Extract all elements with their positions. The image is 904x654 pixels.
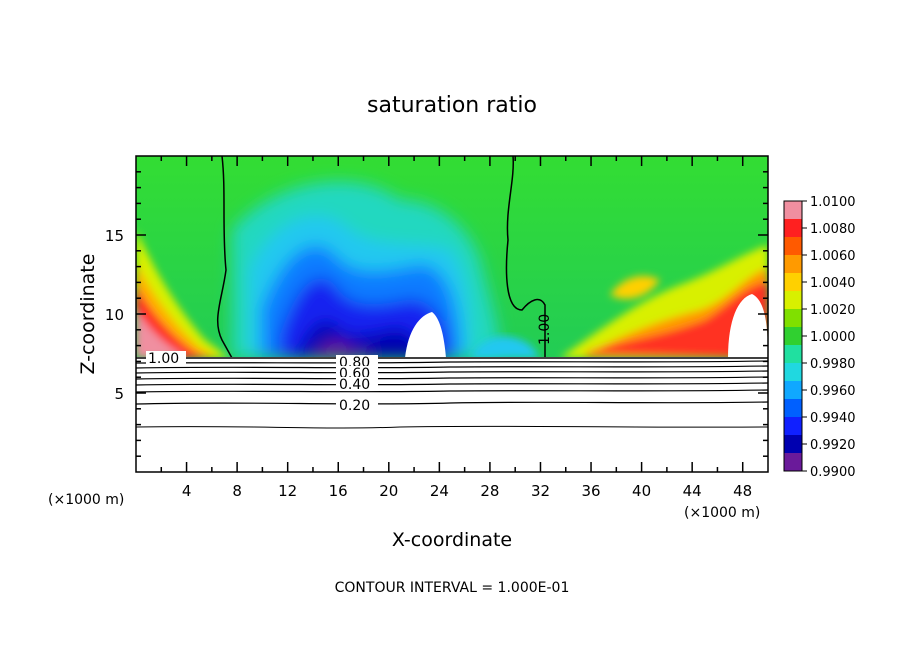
y-tick-labels: 5 10 15 [105,227,124,403]
contour-labels: 1.00 0.80 0.60 0.40 0.20 1.00 [146,314,553,414]
y-tick-label: 5 [114,385,124,403]
colorbar-swatch [784,381,802,400]
contour-label: 1.00 [537,314,553,345]
x-tick-label: 24 [430,482,449,500]
supersaturated-region-left [136,230,230,358]
colorbar: 1.0100 1.0080 1.0060 1.0040 1.0020 1.0000 0.99… [783,195,856,480]
x-tick-label: 44 [683,482,702,500]
colorbar-swatch [784,363,802,382]
x-tick-labels: 4 8 12 16 20 24 28 32 36 40 44 48 [182,482,752,500]
x-tick-label: 36 [581,482,600,500]
chart-title: saturation ratio [367,93,537,118]
colorbar-swatch [784,309,802,328]
subsaturated-region-small [470,336,540,358]
contour-line-1.00 [505,156,546,358]
x-axis-label: X-coordinate [392,529,512,551]
colorbar-swatch [784,255,802,274]
x-tick-label: 12 [278,482,297,500]
colorbar-swatch [784,219,802,238]
colorbar-label: 1.0100 [810,195,856,210]
supersaturated-region-right [560,245,768,358]
dry-pocket [405,312,446,358]
contour-interval-note: CONTOUR INTERVAL = 1.000E-01 [335,580,570,596]
x-tick-label: 16 [329,482,348,500]
x-tick-label: 4 [182,482,192,500]
colorbar-label: 1.0060 [810,249,856,264]
contour-label: 1.00 [148,351,179,367]
y-axis-label: Z-coordinate [77,254,99,375]
contour-line-1.00 [216,156,233,359]
colorbar-swatch [784,417,802,436]
x-axis-ticks [160,156,744,472]
colorbar-swatch [784,201,802,220]
colorbar-label: 0.9980 [810,357,856,372]
colorbar-label: 0.9920 [810,438,856,453]
plot-area [136,156,768,472]
x-tick-label: 8 [232,482,242,500]
colorbar-swatch [784,399,802,418]
contour-label: 0.20 [339,398,370,414]
lower-contours [136,357,768,429]
colorbar-label: 0.9940 [810,411,856,426]
colorbar-label: 0.9900 [810,465,856,480]
y-tick-label: 10 [105,306,124,324]
colorbar-swatch [784,273,802,292]
colorbar-label: 1.0000 [810,330,856,345]
colorbar-swatch [784,291,802,310]
colorbar-swatch [784,435,802,454]
colorbar-swatch [784,237,802,256]
x-unit-label-left: (×1000 m) [48,492,124,508]
x-tick-label: 20 [379,482,398,500]
x-tick-label: 40 [632,482,651,500]
colorbar-swatch [784,327,802,346]
subsaturated-region-center [232,181,500,358]
colorbar-label: 0.9960 [810,384,856,399]
colorbar-label: 1.0040 [810,276,856,291]
colorbar-label: 1.0080 [810,222,856,237]
y-tick-label: 15 [105,227,124,245]
x-tick-label: 48 [733,482,752,500]
dry-pocket [728,294,768,358]
colorbar-swatch [784,345,802,364]
colorbar-label: 1.0020 [810,303,856,318]
contour-label: 0.40 [339,377,370,393]
y-axis-ticks [136,171,768,457]
below-cloud-base [136,357,768,472]
x-tick-label: 32 [531,482,550,500]
x-tick-label: 28 [480,482,499,500]
colorbar-swatch [784,453,802,472]
x-unit-label-right: (×1000 m) [684,505,760,521]
